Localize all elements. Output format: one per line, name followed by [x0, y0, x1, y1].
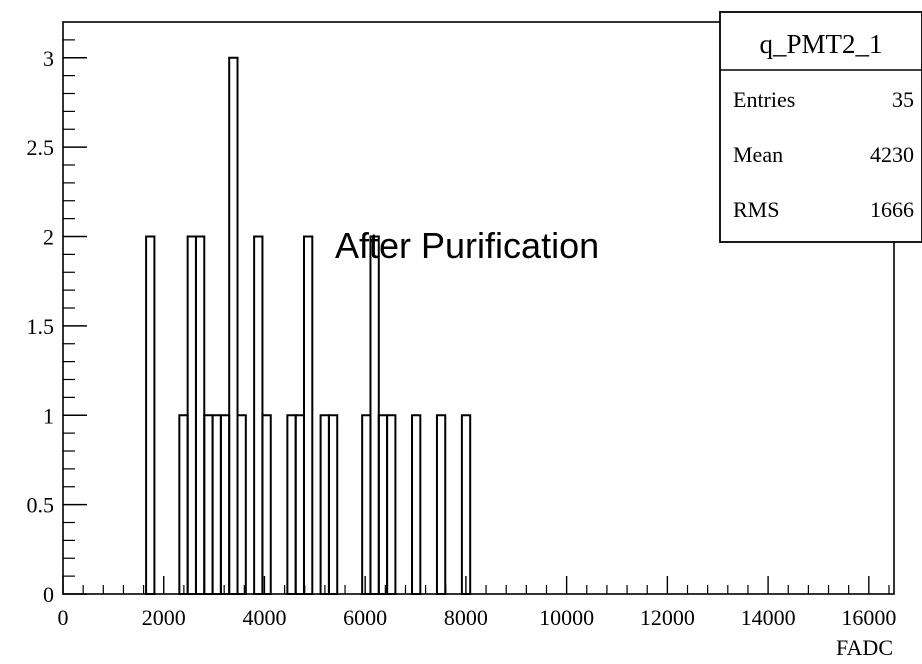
y-axis: 0 0.5 1 1.5 2 2.5 3 [27, 39, 87, 607]
histogram-bin-8 [236, 414, 247, 595]
histogram-bin-1 [178, 414, 189, 595]
histogram-bin-14 [319, 414, 330, 595]
stats-box-frame [719, 11, 922, 243]
histogram-bin-11 [286, 414, 297, 595]
stats-entries-label: Entries [733, 87, 795, 112]
x-tick-label-6: 12000 [640, 605, 695, 630]
x-axis-title: FADC [836, 635, 893, 660]
x-tick-label-3: 6000 [343, 605, 387, 630]
x-tick-label-4: 8000 [444, 605, 488, 630]
x-tick-label-7: 14000 [741, 605, 796, 630]
x-tick-label-5: 10000 [539, 605, 594, 630]
y-tick-label-1: 0.5 [27, 493, 55, 518]
y-tick-label-3: 1.5 [27, 314, 55, 339]
y-tick-label-5: 2.5 [27, 135, 55, 160]
x-tick-label-0: 0 [58, 605, 69, 630]
histogram-bin-18 [377, 414, 389, 595]
histogram-bin-17 [369, 235, 380, 595]
histogram-bin-2 [186, 235, 197, 595]
histogram-bin-9 [253, 235, 264, 595]
histogram-bin-0 [145, 235, 156, 595]
histogram-bin-15 [327, 414, 339, 595]
stats-rms-value: 1666 [870, 197, 914, 222]
histogram-bin-4 [203, 414, 214, 595]
x-tick-label-8: 16000 [841, 605, 896, 630]
histogram-bin-22 [460, 414, 472, 595]
y-tick-label-2: 1 [43, 403, 54, 428]
stats-box: q_PMT2_1 Entries 35 Mean 4230 RMS 1666 [719, 11, 922, 243]
stats-rms-label: RMS [733, 197, 779, 222]
histogram-bin-20 [411, 414, 422, 595]
x-tick-label-1: 2000 [142, 605, 186, 630]
stats-mean-value: 4230 [870, 142, 914, 167]
histogram-bin-12 [294, 414, 305, 595]
histogram-bin-19 [386, 414, 397, 595]
stats-mean-label: Mean [733, 142, 783, 167]
annotation-after-purification: After Purification [335, 225, 599, 266]
histogram-bin-13 [302, 235, 314, 595]
histogram-bin-7 [228, 56, 239, 595]
y-tick-label-0: 0 [43, 582, 54, 607]
histogram-bin-16 [361, 414, 372, 595]
histogram-bins [145, 56, 472, 595]
histogram-bin-3 [194, 235, 206, 595]
stats-entries-value: 35 [892, 87, 914, 112]
y-tick-label-6: 3 [43, 46, 54, 71]
histogram-bin-21 [435, 414, 447, 595]
histogram-bin-5 [211, 414, 222, 595]
histogram-bin-6 [219, 414, 231, 595]
x-axis: 0 2000 4000 6000 8000 10000 12000 14000 16000 [58, 576, 896, 630]
y-tick-label-4: 2 [43, 225, 54, 250]
stats-box-title: q_PMT2_1 [759, 29, 882, 59]
x-tick-label-2: 4000 [242, 605, 286, 630]
histogram-bin-10 [261, 414, 272, 595]
